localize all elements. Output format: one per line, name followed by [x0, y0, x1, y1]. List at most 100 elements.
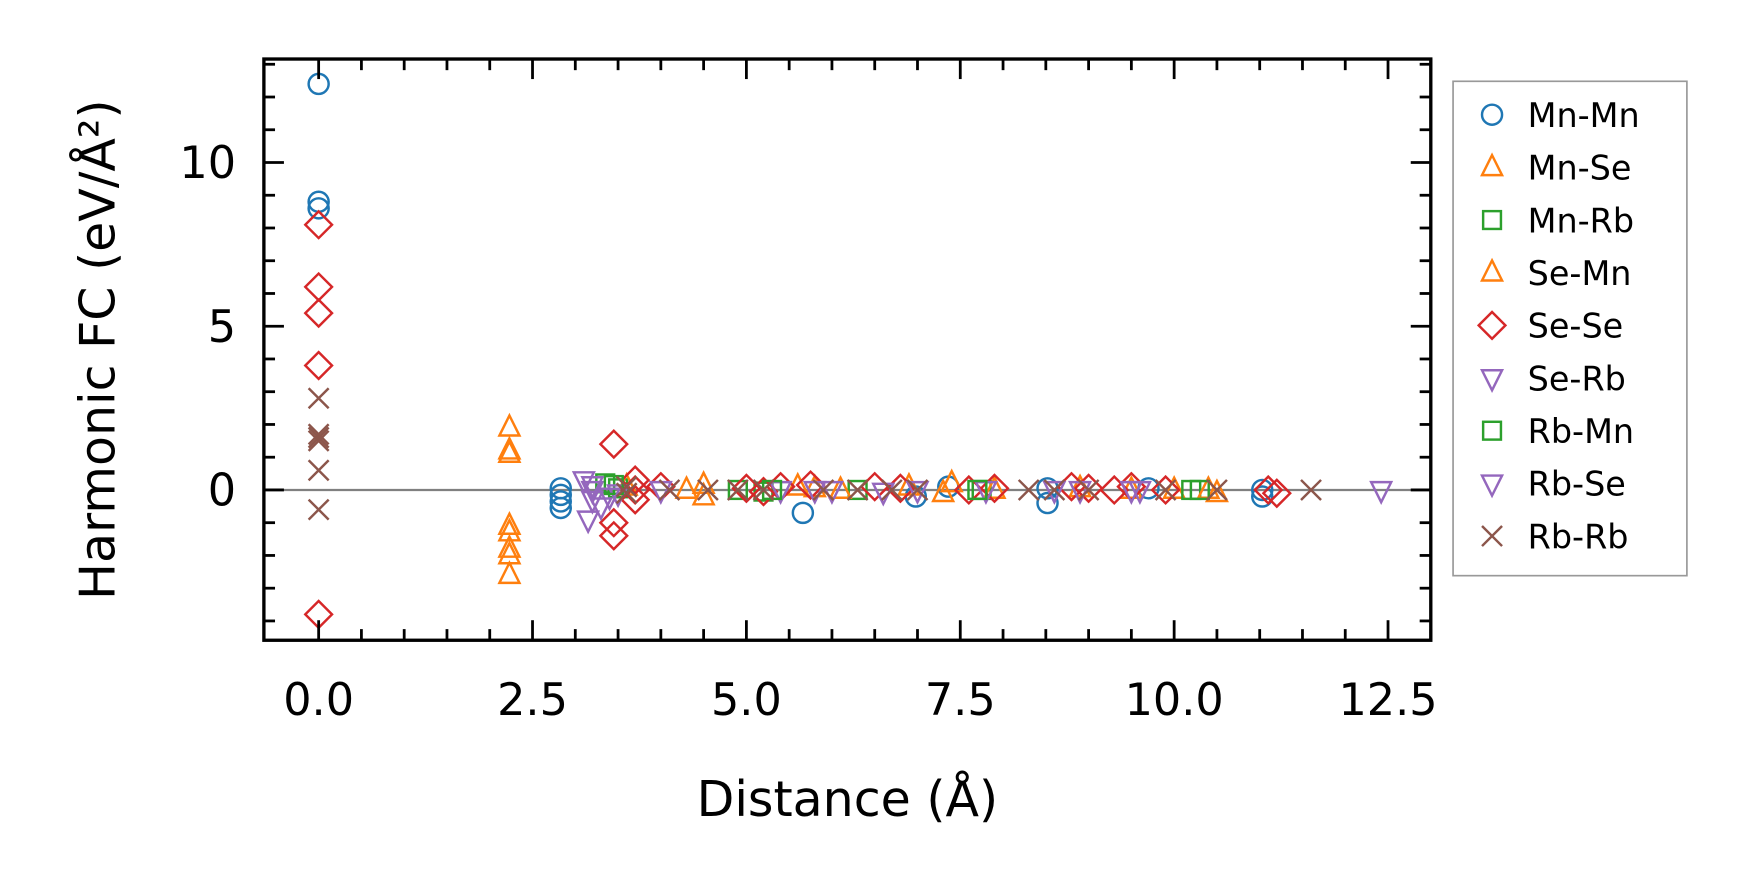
legend-item: Mn-Rb: [1481, 201, 1634, 240]
legend-label: Se-Rb: [1528, 359, 1626, 398]
data-point: [727, 479, 748, 501]
data-point: [812, 479, 835, 501]
plot-points: [263, 72, 1431, 630]
data-point: [795, 469, 826, 501]
data-point: [726, 479, 749, 501]
data-point: [307, 423, 330, 446]
legend-label: Rb-Se: [1528, 465, 1626, 504]
series-rb-rb: [307, 387, 1322, 521]
legend-label: Mn-Mn: [1528, 96, 1640, 135]
series-mn-mn: [307, 72, 1274, 525]
data-point: [1189, 479, 1210, 501]
data-point: [847, 479, 868, 501]
data-point: [1204, 478, 1229, 503]
data-point: [576, 510, 601, 535]
x-tick-label: 7.5: [925, 674, 996, 726]
data-point: [307, 459, 330, 482]
data-point: [615, 482, 638, 505]
legend-item: Mn-Se: [1480, 149, 1632, 188]
data-point: [658, 479, 681, 501]
legend-label: Rb-Mn: [1528, 412, 1634, 451]
data-point: [1119, 480, 1144, 505]
data-point: [880, 479, 903, 501]
data-point: [906, 479, 929, 501]
legend-marker-square-icon: [1481, 420, 1503, 441]
data-point: [828, 474, 853, 499]
data-point: [1251, 478, 1274, 502]
x-axis-label: Distance (Å): [697, 770, 999, 828]
data-point: [620, 465, 651, 496]
legend-item: Rb-Mn: [1481, 412, 1634, 451]
data-point: [307, 197, 330, 220]
data-point: [307, 498, 330, 521]
data-point: [1369, 480, 1394, 505]
data-point: [549, 490, 572, 513]
data-point: [791, 501, 815, 525]
data-point: [598, 429, 629, 460]
legend-marker-triangle-down-icon: [1480, 369, 1505, 394]
data-point: [1251, 485, 1274, 508]
data-point: [1253, 474, 1284, 506]
data-point: [1154, 479, 1177, 501]
y-tick-label: 0: [208, 465, 236, 517]
legend-item: Rb-Se: [1480, 465, 1626, 504]
data-point: [1043, 479, 1066, 501]
data-point: [1300, 479, 1322, 501]
legend: Mn-Mn Mn-Se Mn-Rb Se-Mn Se-Se Se-Rb Rb-Mn Rb-Se…: [1452, 80, 1688, 577]
data-point: [497, 533, 522, 558]
x-tick-label: 2.5: [497, 674, 568, 726]
series-mn-se: [497, 412, 1229, 585]
x-tick-label: 10.0: [1125, 674, 1224, 726]
data-point: [620, 484, 651, 515]
data-point: [967, 479, 988, 501]
plot-frame: [262, 57, 1433, 642]
data-point: [1073, 473, 1104, 504]
data-point: [615, 475, 638, 498]
series-se-se: [303, 209, 1292, 630]
data-point: [303, 209, 334, 240]
data-point: [905, 480, 930, 505]
legend-label: Mn-Se: [1528, 149, 1632, 188]
axes: 0.0 2.5 5.0 7.5 10.0 12.5 0 5 10: [179, 57, 1438, 726]
x-tick-label: 12.5: [1338, 674, 1437, 726]
data-point: [1017, 479, 1040, 501]
legend-item: Mn-Mn: [1480, 96, 1640, 135]
data-point: [982, 474, 1007, 499]
data-point: [303, 298, 334, 329]
data-point: [580, 490, 605, 515]
data-point: [731, 473, 762, 504]
data-point: [307, 426, 330, 449]
x-tick-label: 0.0: [283, 674, 354, 726]
data-point: [1042, 480, 1067, 505]
data-point: [549, 496, 572, 520]
y-axis-label: Harmonic FC (eV/Å²): [69, 99, 127, 599]
x-tick-label: 5.0: [711, 674, 782, 726]
data-point: [588, 497, 613, 522]
data-point: [1150, 474, 1181, 506]
data-point: [307, 387, 330, 410]
legend-label: Se-Mn: [1528, 254, 1632, 293]
data-point: [597, 487, 622, 512]
data-point: [549, 483, 572, 507]
data-point: [497, 412, 522, 437]
data-point: [307, 429, 330, 452]
data-point: [1077, 479, 1100, 501]
data-point: [674, 474, 699, 499]
legend-marker-triangle-down-icon: [1480, 474, 1505, 499]
y-tick-label: 5: [208, 301, 236, 353]
data-point: [603, 474, 624, 496]
data-point: [497, 560, 522, 585]
legend-item: Se-Mn: [1480, 254, 1632, 293]
data-point: [497, 517, 522, 542]
data-point: [497, 510, 522, 535]
data-point: [497, 435, 522, 460]
legend-label: Mn-Rb: [1528, 201, 1634, 240]
y-tick-label: 10: [179, 137, 236, 189]
data-point: [697, 479, 719, 501]
legend-label: Rb-Rb: [1528, 517, 1629, 556]
data-point: [1036, 491, 1059, 515]
data-point: [1206, 479, 1228, 501]
legend-marker-triangle-up-icon: [1480, 257, 1505, 282]
legend-item: Se-Se: [1476, 307, 1623, 346]
data-point: [598, 507, 629, 538]
